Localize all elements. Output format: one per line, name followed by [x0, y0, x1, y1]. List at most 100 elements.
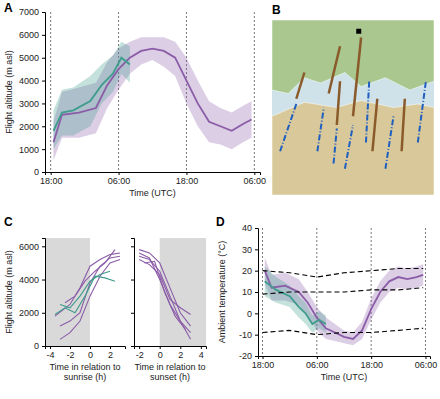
x-axis-line	[259, 357, 431, 360]
route-spring	[329, 46, 340, 93]
x-tick-mark	[425, 356, 426, 359]
x-axis-title-line: Time in relation to	[49, 362, 120, 372]
y-axis-line	[255, 229, 259, 357]
y-tick-label: 2000	[19, 122, 39, 132]
route-autumn	[366, 81, 369, 142]
sd-band	[53, 42, 129, 149]
x-tick: 06:00	[244, 172, 267, 186]
x-tick: 18:00	[176, 172, 199, 186]
x-axis-title: Time in relation tosunset (h)	[134, 362, 205, 382]
series-line	[65, 250, 115, 303]
series-line	[139, 256, 190, 332]
x-tick-label: 06:00	[306, 360, 329, 370]
y-tick-label: 10	[242, 287, 252, 297]
route-spring	[337, 81, 340, 125]
grid-line	[262, 228, 263, 356]
y-tick-mark	[42, 103, 45, 104]
x-tick: 18:00	[360, 356, 383, 370]
x-tick-mark	[186, 172, 187, 175]
x-tick-label: 06:00	[244, 176, 267, 186]
y-tick-label: 2000	[19, 308, 39, 318]
y-tick-label: 0	[247, 309, 252, 319]
y-tick-label: 20	[242, 266, 252, 276]
panel-label: A	[4, 1, 13, 15]
x-tick: 0	[158, 346, 163, 360]
y-axis-title: Flight altitude (m asl)	[4, 250, 14, 334]
x-tick-label: 18:00	[176, 176, 199, 186]
y-tick: 4000	[19, 275, 45, 285]
y-tick-mark	[131, 246, 134, 247]
x-tick-label: 06:00	[415, 360, 438, 370]
y-tick-mark	[42, 81, 45, 82]
x-tick-mark	[50, 346, 51, 349]
plot-area	[45, 238, 120, 346]
y-axis: -20-10010203040	[239, 223, 259, 361]
y-tick-mark	[255, 271, 258, 272]
y-tick-mark	[42, 280, 45, 281]
x-tick: -2	[66, 346, 74, 360]
x-tick-mark	[110, 346, 111, 349]
land	[272, 20, 434, 94]
x-tick-label: -2	[66, 350, 74, 360]
plot-area	[263, 228, 426, 356]
y-axis	[131, 239, 135, 347]
y-tick-label: 4000	[19, 275, 39, 285]
y-tick-mark	[131, 280, 134, 281]
y-tick-mark	[255, 228, 258, 229]
x-tick-mark	[119, 172, 120, 175]
y-tick: 20	[242, 266, 258, 276]
series-line	[53, 58, 129, 131]
grid-line	[371, 228, 372, 356]
x-tick-mark	[201, 346, 202, 349]
x-tick-label: 18:00	[360, 360, 383, 370]
x-tick-label: 2	[178, 350, 183, 360]
route-autumn	[280, 104, 296, 151]
x-tick: -2	[136, 346, 144, 360]
x-tick: 2	[108, 346, 113, 360]
y-tick-mark	[255, 335, 258, 336]
map	[272, 20, 434, 195]
series-line	[265, 271, 423, 339]
y-axis-title: Flight altitude (m asl)	[4, 50, 14, 134]
x-axis-line	[46, 347, 126, 350]
route-spring	[372, 99, 377, 152]
y-tick: 0	[247, 309, 258, 319]
x-tick: 06:00	[108, 172, 131, 186]
x-tick-label: 0	[158, 350, 163, 360]
y-tick-label: 7000	[19, 7, 39, 17]
x-tick: 0	[88, 346, 93, 360]
y-tick-mark	[42, 346, 45, 347]
y-tick-mark	[42, 126, 45, 127]
y-axis-line	[131, 239, 135, 347]
y-tick-label: -20	[239, 351, 252, 361]
route-spring	[402, 99, 405, 152]
grid-line	[50, 12, 51, 172]
x-tick: 06:00	[415, 356, 438, 370]
y-tick-mark	[42, 172, 45, 173]
x-tick-label: -2	[136, 350, 144, 360]
route-spring	[353, 38, 361, 117]
panel-label: B	[272, 3, 281, 17]
series-line	[265, 281, 326, 324]
x-tick-mark	[70, 346, 71, 349]
x-axis: -2024	[135, 346, 207, 360]
x-tick-label: 06:00	[108, 176, 131, 186]
panel-label: C	[4, 215, 13, 229]
y-tick-mark	[42, 12, 45, 13]
y-tick-label: 6000	[19, 242, 39, 252]
y-tick-label: 5000	[19, 53, 39, 63]
y-tick	[131, 346, 134, 347]
route-spring	[296, 73, 304, 99]
x-tick-label: 0	[88, 350, 93, 360]
sea	[272, 20, 434, 195]
series-line	[60, 260, 120, 340]
grid-line	[425, 228, 426, 356]
y-tick: 6000	[19, 30, 45, 40]
y-tick-label: 4000	[19, 76, 39, 86]
x-tick-mark	[90, 346, 91, 349]
figure: 18:0006:0018:0006:0001000200030004000500…	[0, 0, 440, 399]
x-axis-line	[46, 173, 261, 176]
y-tick-mark	[255, 292, 258, 293]
y-tick: 0	[34, 341, 45, 351]
y-tick	[131, 280, 134, 281]
